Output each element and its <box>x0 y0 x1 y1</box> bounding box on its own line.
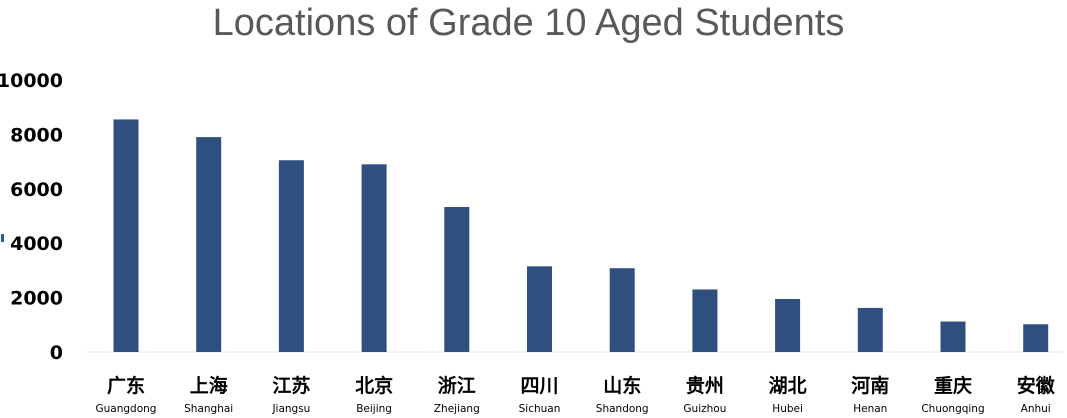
x-tick-label-en: Jiangsu <box>271 403 310 415</box>
y-tick-label: 0 <box>50 342 63 364</box>
y-axis-marker <box>1 234 4 242</box>
bar-chuongqing <box>940 321 966 352</box>
x-tick-label-cn: 浙江 <box>438 374 476 397</box>
x-tick-label-cn: 湖北 <box>769 375 807 397</box>
x-tick-label-cn: 广东 <box>107 374 145 397</box>
x-tick-label-cn: 四川 <box>520 375 558 397</box>
bar-guizhou <box>692 289 718 352</box>
bars <box>113 119 1049 352</box>
bar-beijing <box>361 164 387 352</box>
x-tick-label-en: Guizhou <box>683 403 726 415</box>
x-tick-label-cn: 贵州 <box>686 375 724 397</box>
bar-henan <box>857 307 883 352</box>
x-tick-label-en: Sichuan <box>519 403 561 415</box>
bar-hubei <box>775 298 801 352</box>
bar-anhui <box>1023 324 1049 352</box>
x-tick-label-en: Shandong <box>596 403 649 415</box>
x-tick-label-cn: 山东 <box>603 374 641 397</box>
y-tick-label: 8000 <box>10 124 63 146</box>
y-tick-label: 10000 <box>0 70 63 92</box>
x-tick-label-en: Zhejiang <box>434 403 480 415</box>
y-axis-ticks: 0 2000 4000 6000 8000 10000 <box>0 70 63 364</box>
x-tick-label-en: Henan <box>853 403 887 415</box>
bar-shanghai <box>196 137 222 352</box>
x-tick-label-cn: 江苏 <box>272 374 310 397</box>
x-tick-label-en: Shanghai <box>184 403 233 415</box>
bar-guangdong <box>113 119 139 352</box>
x-tick-label-en: Anhui <box>1021 403 1051 415</box>
x-tick-label-en: Guangdong <box>96 403 157 415</box>
x-tick-label-en: Chuongqing <box>921 403 984 415</box>
y-tick-label: 6000 <box>10 179 63 201</box>
x-tick-label-cn: 北京 <box>355 374 393 397</box>
x-tick-label-en: Beijing <box>356 403 392 415</box>
x-tick-label-en: Hubei <box>772 403 803 415</box>
bar-sichuan <box>527 266 552 352</box>
bar-zhejiang <box>444 207 470 352</box>
x-tick-label-cn: 重庆 <box>934 374 972 397</box>
x-tick-label-cn: 河南 <box>851 375 889 397</box>
x-axis-labels: 广东 Guangdong 上海 Shanghai 江苏 Jiangsu 北京 Beijing 浙… <box>96 374 1056 415</box>
chart-title: Locations of Grade 10 Aged Students <box>212 2 845 44</box>
x-tick-label-cn: 安徽 <box>1017 374 1056 397</box>
bar-jiangsu <box>278 160 304 352</box>
bar-shandong <box>609 268 635 352</box>
y-tick-label: 4000 <box>10 233 63 255</box>
x-tick-label-cn: 上海 <box>190 374 228 397</box>
y-tick-label: 2000 <box>10 288 63 310</box>
